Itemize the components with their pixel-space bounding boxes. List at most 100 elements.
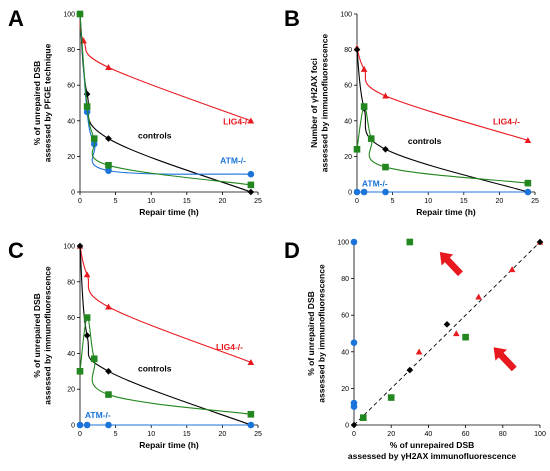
x-tick-label: 60 [462,431,470,438]
x-tick-label: 10 [147,198,155,205]
data-point-atm [247,421,255,429]
data-point-atm [382,188,389,196]
x-tick-label: 10 [147,431,155,438]
series-annotation-label: LIG4-/- [216,342,243,352]
data-point-controls [536,238,544,246]
y-axis-label: % of unrepaired DSBassessed by immunoflu… [32,266,53,405]
y-axis-label-line: assessed by immunofluorescence [43,266,53,405]
data-point-atm [83,421,91,429]
y-tick-label: 20 [67,154,75,161]
y-axis-label-line: assessed by PFGE technique [43,43,53,162]
x-tick-label: 80 [499,431,507,438]
data-point-green [353,145,361,153]
series-annotation-label: controls [408,136,442,146]
y-tick-label: 20 [67,387,75,394]
data-point-green [406,238,414,246]
data-point-lig4 [508,266,516,273]
x-tick-label: 100 [534,431,546,438]
y-tick-label: 20 [344,154,352,161]
series-line-controls [79,245,252,426]
data-point-lig4 [105,64,112,71]
series-annotation-label: ATM-/- [85,410,111,420]
x-tick-label: 20 [219,431,227,438]
panel-letter-d: D [284,238,300,263]
data-point-green [360,103,368,110]
series-controls [76,242,255,429]
x-tick-label: 20 [496,198,504,205]
data-point-lig4 [105,303,112,310]
data-point-lig4 [415,348,423,355]
y-tick-label: 40 [344,118,352,125]
series-atm [350,238,358,411]
x-tick-label: 0 [352,431,356,438]
y-tick-label: 40 [341,349,349,356]
pointer-arrow [493,347,517,372]
series-annotation-label: controls [138,363,172,373]
x-tick-label: 25 [531,198,539,205]
series-line-lig4 [79,245,252,363]
x-tick-label: 20 [387,431,395,438]
data-point-lig4 [382,92,389,99]
x-tick-label: 5 [114,431,118,438]
data-point-controls [443,321,451,328]
data-point-atm [353,188,361,196]
y-tick-label: 60 [344,83,352,90]
series-line-green [79,317,251,415]
data-point-green [83,314,91,321]
series-atm [76,10,255,178]
series-green [76,10,255,189]
data-point-atm [360,188,368,196]
x-tick-label: 20 [219,198,227,205]
series-green [76,314,255,418]
data-point-lig4 [247,359,255,365]
data-point-lig4 [83,271,91,278]
y-tick-label: 80 [341,276,349,283]
series-annotation-label: ATM-/- [220,156,246,166]
data-point-lig4 [360,65,368,72]
data-point-green [105,162,112,169]
y-tick-label: 80 [344,47,352,54]
y-tick-label: 100 [63,12,75,19]
y-axis-label-line: assessed by immunofluorescence [317,264,327,403]
y-tick-label: 40 [67,351,75,358]
series-atm [76,421,255,429]
data-point-controls [76,242,84,250]
y-axis-label-line: assessed by immunofluorescence [320,34,330,173]
series-controls [76,10,255,196]
y-tick-label: 40 [67,118,75,125]
x-axis-label-line: assessed by γH2AX immunofluorescence [348,451,516,461]
data-point-atm [105,167,112,174]
series-controls [350,238,544,429]
panel-b: B 0 5 10 15 20 25 0 20 40 60 80 100 Number of γH2AX f… [284,6,539,217]
data-point-atm [247,170,255,178]
series-lig4 [353,44,532,144]
y-tick-label: 60 [67,83,75,90]
data-point-controls [382,145,389,153]
x-tick-label: 15 [183,431,191,438]
identity-reference-line [353,241,541,426]
data-point-controls [247,188,255,196]
pointer-arrow [439,252,463,277]
series-line-lig4 [356,47,529,141]
y-axis-label: % of unrepaired DSBassessed by immunoflu… [306,264,327,403]
x-tick-label: 15 [183,198,191,205]
data-point-green [90,135,98,142]
x-tick-label: 0 [355,198,359,205]
y-tick-label: 100 [63,244,75,251]
series-lig4 [76,10,255,124]
series-lig4 [415,238,544,355]
y-axis-label-line: % of unrepaired DSB [32,293,42,378]
data-point-controls [406,366,414,374]
panel-c: C 0 5 10 15 20 25 0 20 40 60 80 100 % of unrepaired D… [8,238,262,450]
series-line-atm [79,13,251,175]
y-tick-label: 20 [341,386,349,393]
y-tick-label: 100 [340,12,352,19]
y-tick-label: 80 [67,279,75,286]
panel-letter-a: A [8,6,24,31]
x-axis-label: Repair time (h) [416,207,476,217]
data-point-atm [350,403,358,411]
panel-letter-b: B [284,6,300,31]
data-point-green [90,355,98,363]
